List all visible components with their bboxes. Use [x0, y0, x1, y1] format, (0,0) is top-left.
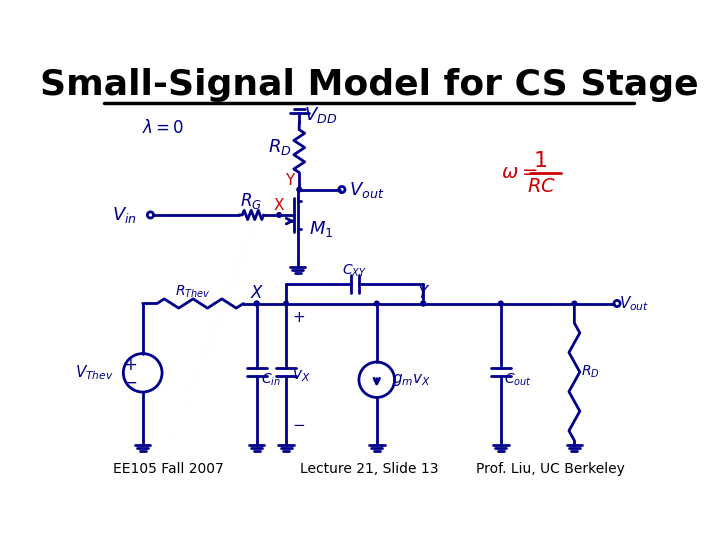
- Text: $\omega =$: $\omega =$: [500, 163, 537, 182]
- Text: EE105 Fall 2007: EE105 Fall 2007: [113, 462, 224, 476]
- Text: $C_{in}$: $C_{in}$: [261, 372, 281, 388]
- Circle shape: [498, 301, 503, 306]
- Text: $g_m v_X$: $g_m v_X$: [392, 372, 431, 388]
- Text: 1: 1: [534, 151, 548, 171]
- Text: $C_{XY}$: $C_{XY}$: [342, 263, 367, 279]
- Text: Prof. Liu, UC Berkeley: Prof. Liu, UC Berkeley: [476, 462, 625, 476]
- Text: Small-Signal Model for CS Stage: Small-Signal Model for CS Stage: [40, 68, 698, 102]
- Text: +: +: [123, 356, 138, 374]
- Text: $R_G$: $R_G$: [240, 191, 262, 211]
- Text: $RC$: $RC$: [526, 177, 556, 196]
- Circle shape: [276, 213, 282, 217]
- Text: X: X: [251, 285, 262, 302]
- Text: Y: Y: [285, 173, 294, 188]
- Text: +: +: [292, 310, 305, 325]
- Circle shape: [421, 301, 426, 306]
- Text: $\lambda = 0$: $\lambda = 0$: [143, 119, 185, 137]
- Text: X: X: [274, 198, 284, 213]
- Text: $V_{Thev}$: $V_{Thev}$: [75, 363, 113, 382]
- Text: $R_{Thev}$: $R_{Thev}$: [175, 284, 211, 300]
- Text: $V_{out}$: $V_{out}$: [619, 294, 649, 313]
- Circle shape: [421, 301, 426, 306]
- Circle shape: [297, 187, 302, 192]
- Text: $M_1$: $M_1$: [309, 219, 333, 239]
- Circle shape: [284, 301, 289, 306]
- Text: $C_{out}$: $C_{out}$: [504, 372, 532, 388]
- Text: Lecture 21, Slide 13: Lecture 21, Slide 13: [300, 462, 438, 476]
- Text: $R_D$: $R_D$: [580, 364, 599, 380]
- Circle shape: [572, 301, 577, 306]
- Text: $R_D$: $R_D$: [268, 137, 292, 157]
- Text: $V_{DD}$: $V_{DD}$: [305, 105, 338, 125]
- Text: $V_{in}$: $V_{in}$: [112, 205, 138, 225]
- Circle shape: [374, 301, 379, 306]
- Circle shape: [254, 301, 259, 306]
- Text: $-$: $-$: [123, 373, 138, 391]
- Circle shape: [254, 301, 259, 306]
- Text: $-$: $-$: [292, 416, 305, 431]
- Text: Y: Y: [418, 285, 428, 302]
- Text: $V_{out}$: $V_{out}$: [349, 179, 384, 200]
- Text: $v_X$: $v_X$: [292, 368, 311, 384]
